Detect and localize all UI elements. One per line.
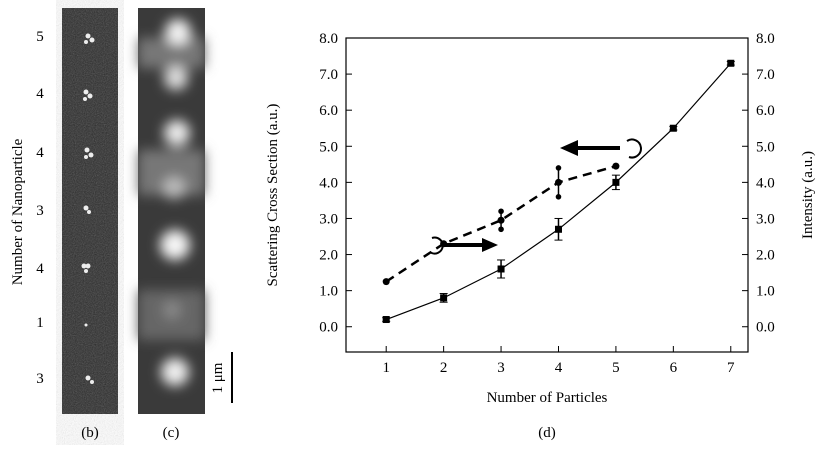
x-tick-label: 5 (612, 360, 620, 376)
x-tick-label: 6 (670, 360, 678, 376)
error-end (555, 165, 562, 171)
error-end (498, 208, 504, 215)
y2-tick-label: 4.0 (756, 175, 775, 191)
y-axis-title: Scattering Cross Section (a.u.) (265, 104, 281, 287)
marker (382, 316, 390, 324)
marker (554, 225, 562, 233)
count-label: 4 (36, 145, 44, 161)
y-tick-label: 7.0 (319, 67, 338, 83)
error-end (498, 226, 504, 233)
y2-tick-label: 8.0 (756, 31, 775, 47)
y2-tick-label: 1.0 (756, 284, 775, 300)
x-tick-label: 2 (440, 360, 448, 376)
count-label: 3 (36, 371, 44, 387)
marker (440, 294, 448, 302)
y2-tick-label: 5.0 (756, 139, 775, 155)
x-tick-label: 1 (382, 360, 390, 376)
y2-tick-label: 3.0 (756, 211, 775, 227)
count-label: 4 (36, 86, 44, 102)
y-tick-label: 8.0 (319, 31, 338, 47)
marker (440, 240, 448, 248)
marker (497, 265, 505, 273)
series-line (385, 164, 617, 283)
plot-frame (345, 37, 749, 353)
marker (669, 124, 677, 132)
count-label: 5 (36, 29, 44, 45)
y-tick-label: 5.0 (319, 139, 338, 155)
error-end (555, 194, 562, 200)
marker (497, 216, 505, 224)
marker (612, 162, 620, 170)
panel-ylabel: Number of Nanoparticle (10, 138, 26, 285)
image-c-spots (138, 19, 205, 386)
y-tick-label: 3.0 (319, 211, 338, 227)
marker (382, 278, 390, 286)
y-tick-label: 2.0 (319, 248, 338, 264)
marker (612, 178, 620, 186)
x-tick-label: 4 (555, 360, 563, 376)
y-tick-label: 0.0 (319, 320, 338, 336)
x-tick-label: 3 (497, 360, 505, 376)
y2-tick-label: 6.0 (756, 103, 775, 119)
marker (727, 59, 735, 67)
y-tick-label: 1.0 (319, 284, 338, 300)
y-tick-label: 4.0 (319, 175, 338, 191)
panel-label: (c) (163, 425, 180, 441)
marker (554, 178, 562, 186)
panel-label: (d) (538, 425, 556, 441)
y2-tick-label: 0.0 (756, 320, 775, 336)
x-tick-label: 7 (727, 360, 735, 376)
panel-label: (b) (81, 425, 99, 441)
count-label: 1 (36, 315, 44, 331)
count-label: 3 (36, 203, 44, 219)
y2-axis-title: Intensity (a.u.) (800, 151, 816, 239)
image-b-spots (81, 33, 95, 384)
annotation-arrow (429, 138, 642, 255)
y2-tick-label: 7.0 (756, 67, 775, 83)
y2-tick-label: 2.0 (756, 248, 775, 264)
y-tick-label: 6.0 (319, 103, 338, 119)
x-axis-title: Number of Particles (487, 390, 608, 406)
scale-bar-label: 1 μm (210, 362, 226, 393)
count-label: 4 (36, 261, 44, 277)
